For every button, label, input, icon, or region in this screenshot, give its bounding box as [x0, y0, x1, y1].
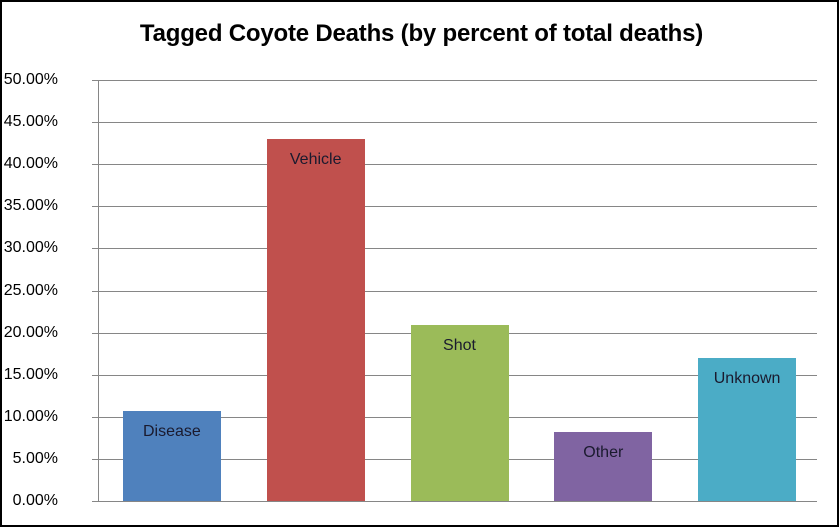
y-tick-mark: [92, 164, 98, 166]
gridline: [98, 290, 817, 292]
bar-label: Disease: [142, 422, 201, 440]
y-tick-mark: [92, 290, 98, 292]
y-tick-mark: [92, 248, 98, 250]
bar-label: Shot: [443, 337, 476, 355]
y-tick-label: 35.00%: [3, 197, 58, 215]
y-tick-label: 45.00%: [3, 113, 58, 131]
y-tick-label: 50.00%: [3, 71, 58, 88]
y-tick-mark: [92, 416, 98, 418]
gridline: [98, 501, 817, 502]
y-tick-label: 30.00%: [3, 239, 58, 257]
y-tick-label: 5.00%: [12, 449, 58, 467]
y-tick-label: 40.00%: [3, 155, 58, 173]
y-tick-mark: [92, 501, 98, 502]
y-tick-label: 15.00%: [3, 365, 58, 383]
y-tick-mark: [92, 458, 98, 460]
y-tick-mark: [92, 80, 98, 81]
y-tick-mark: [92, 122, 98, 124]
bar-label: Vehicle: [289, 150, 342, 168]
y-tick-label: 10.00%: [3, 407, 58, 425]
y-tick-mark: [92, 374, 98, 376]
y-tick-mark: [92, 206, 98, 208]
bar-shot: Shot: [410, 325, 509, 501]
gridline: [98, 122, 817, 124]
y-tick-label: 25.00%: [3, 281, 58, 299]
y-tick-label: 0.00%: [12, 492, 58, 509]
gridline: [98, 80, 817, 81]
bar-disease: Disease: [122, 410, 221, 501]
gridline: [98, 248, 817, 250]
y-tick-mark: [92, 332, 98, 334]
bar-other: Other: [554, 431, 653, 501]
bar-label: Unknown: [713, 369, 781, 387]
bar-unknown: Unknown: [698, 357, 797, 501]
gridline: [98, 206, 817, 208]
y-tick-label: 20.00%: [3, 323, 58, 341]
plot-area: 0.00% 5.00% 10.00% 15.00% 20.00% 25.00% 30.00%…: [4, 71, 817, 509]
bar-label: Other: [583, 443, 624, 461]
gridline: [98, 164, 817, 166]
bar-vehicle: Vehicle: [266, 138, 365, 501]
chart-title: Tagged Coyote Deaths (by percent of tota…: [139, 20, 704, 47]
